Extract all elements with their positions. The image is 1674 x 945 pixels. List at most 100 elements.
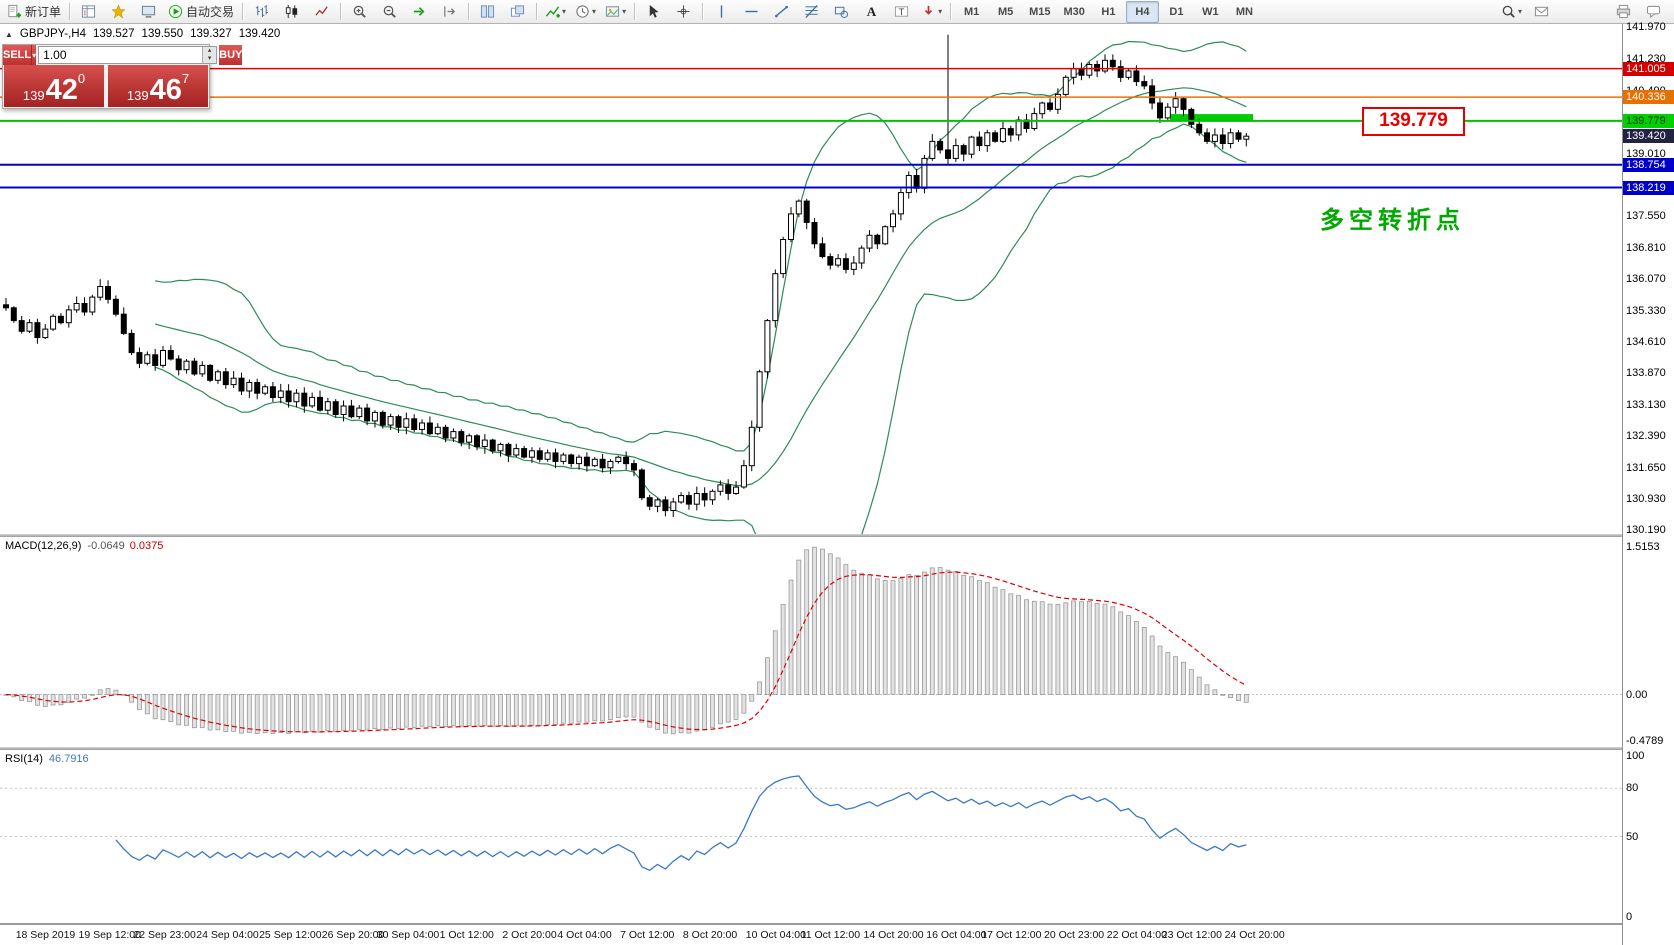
line-chart-button[interactable] — [307, 1, 336, 23]
rsi-axis-label: 0 — [1626, 911, 1633, 923]
text-label-button[interactable]: T — [887, 1, 916, 23]
time-axis-label: 24 Sep 04:00 — [196, 929, 259, 941]
time-axis-label: 14 Oct 20:00 — [863, 929, 924, 941]
templates-button[interactable]: ▾ — [601, 1, 630, 23]
sell-header-button[interactable]: SELL — [3, 45, 32, 65]
macd-canvas[interactable] — [0, 537, 1622, 747]
crosshair-icon — [676, 4, 691, 19]
chart-shift-button[interactable] — [435, 1, 464, 23]
price-axis-label: 137.550 — [1626, 210, 1666, 223]
bar-chart-button[interactable] — [247, 1, 276, 23]
volume-decrease-button[interactable]: ▾ — [203, 55, 217, 63]
auto-scroll-button[interactable] — [405, 1, 434, 23]
panel-separator — [0, 923, 1674, 925]
chat-button[interactable] — [1639, 1, 1668, 23]
autoscroll-icon — [412, 4, 427, 19]
hline-icon — [744, 4, 759, 19]
rsi-axis-label: 50 — [1626, 830, 1639, 843]
timeframe-w1-button-label: W1 — [1202, 5, 1219, 18]
macd-axis-label: 0.00 — [1626, 688, 1648, 701]
toolbar-separator — [468, 3, 470, 20]
text-button[interactable]: A — [857, 1, 886, 23]
buy-header-button[interactable]: BUY — [219, 45, 243, 65]
time-axis-label: 19 Sep 12:00 — [78, 929, 141, 941]
crosshair-button[interactable] — [669, 1, 698, 23]
volume-input[interactable] — [39, 47, 203, 63]
terminal-button[interactable] — [134, 1, 163, 23]
arrows-icon — [921, 4, 936, 19]
tile-windows-button[interactable] — [473, 1, 502, 23]
timeframe-mn-button[interactable]: MN — [1228, 1, 1261, 23]
price-chart-canvas[interactable] — [0, 24, 1622, 534]
svg-text:A: A — [867, 4, 877, 19]
timeframe-m30-button[interactable]: M30 — [1058, 1, 1091, 23]
time-axis-label: 10 Oct 04:00 — [745, 929, 806, 941]
symbol-period-label: GBPJPY-,H4 — [19, 28, 86, 40]
timeframe-m15-button-label: M15 — [1029, 5, 1051, 18]
auto-trading-button[interactable]: 自动交易 — [164, 1, 238, 23]
candles-icon — [284, 4, 299, 19]
candlestick-chart-button[interactable] — [277, 1, 306, 23]
time-axis-label: 2 Oct 20:00 — [502, 929, 557, 941]
cascade-icon — [510, 4, 525, 19]
horizontal-line-button[interactable] — [737, 1, 766, 23]
fibonacci-button[interactable] — [797, 1, 826, 23]
price-level-badge: 141.005 — [1623, 61, 1674, 76]
search-button[interactable]: ▾ — [1497, 1, 1526, 23]
dropdown-arrow-icon: ▾ — [562, 7, 567, 16]
timeframe-m5-button[interactable]: M5 — [989, 1, 1022, 23]
market-watch-icon — [81, 4, 96, 19]
market-watch-button[interactable] — [74, 1, 103, 23]
timeframe-m1-button[interactable]: M1 — [955, 1, 988, 23]
zoom-out-button[interactable] — [375, 1, 404, 23]
rsi-canvas[interactable] — [0, 750, 1622, 923]
bars-icon — [254, 4, 269, 19]
timeframe-h1-button-label: H1 — [1101, 5, 1116, 18]
time-axis-label: 22 Sep 23:00 — [133, 929, 196, 941]
periods-button[interactable]: ▾ — [571, 1, 600, 23]
price-scale[interactable]: 141.970141.230140.490139.010137.550136.8… — [1622, 21, 1674, 945]
dropdown-arrow-icon: ▾ — [1517, 7, 1522, 16]
volume-field: ▴ ▾ — [38, 46, 218, 64]
macd-axis-label: -0.4789 — [1626, 735, 1664, 748]
panel-separator[interactable] — [0, 534, 1674, 537]
collapse-panel-icon[interactable]: ▲ — [5, 29, 13, 39]
timeframe-d1-button[interactable]: D1 — [1160, 1, 1193, 23]
price-level-callout[interactable]: 139.779 — [1362, 107, 1465, 136]
timeframe-h1-button[interactable]: H1 — [1092, 1, 1125, 23]
volume-increase-button[interactable]: ▴ — [203, 47, 217, 55]
indicators-button[interactable]: ▾ — [541, 1, 570, 23]
zoom-in-button[interactable] — [345, 1, 374, 23]
cascade-windows-button[interactable] — [503, 1, 532, 23]
main-chart-panel[interactable]: ▲ GBPJPY-,H4 139.527 139.550 139.327 139… — [0, 24, 1622, 534]
time-axis[interactable]: 18 Sep 2019 19 Sep 12:00 22 Sep 23:00 24 Se… — [0, 925, 1622, 945]
price-axis-label: 141.970 — [1626, 21, 1666, 34]
sell-dropdown-button[interactable]: ▾ — [31, 45, 37, 65]
trendline-button[interactable] — [767, 1, 796, 23]
trendline-icon — [774, 4, 789, 19]
chart-text-annotation[interactable]: 多空转折点 — [1320, 207, 1465, 234]
mail-button[interactable] — [1527, 1, 1556, 23]
print-button[interactable] — [1609, 1, 1638, 23]
price-level-badge: 139.420 — [1623, 129, 1674, 144]
navigator-button[interactable] — [104, 1, 133, 23]
linechart-icon — [314, 4, 329, 19]
new-order-button[interactable]: 新订单 — [3, 1, 65, 23]
rsi-indicator-panel[interactable]: RSI(14) 46.7916 — [0, 750, 1622, 923]
arrows-button[interactable]: ▾ — [917, 1, 946, 23]
macd-indicator-panel[interactable]: MACD(12,26,9) -0.0649 0.0375 — [0, 537, 1622, 747]
shapes-button[interactable] — [827, 1, 856, 23]
timeframe-w1-button[interactable]: W1 — [1194, 1, 1227, 23]
price-axis-label: 130.190 — [1626, 524, 1666, 537]
cursor-button[interactable] — [639, 1, 668, 23]
timeframe-h4-button[interactable]: H4 — [1125, 0, 1159, 23]
sell-button[interactable]: 139 42 0 — [4, 65, 104, 107]
panel-separator[interactable] — [0, 747, 1674, 750]
timeframe-m15-button[interactable]: M15 — [1023, 1, 1056, 23]
price-level-badge: 140.336 — [1623, 90, 1674, 105]
buy-button[interactable]: 139 46 7 — [108, 65, 208, 107]
time-axis-label: 16 Oct 04:00 — [926, 929, 987, 941]
vertical-line-button[interactable] — [707, 1, 736, 23]
shift-icon — [442, 4, 457, 19]
